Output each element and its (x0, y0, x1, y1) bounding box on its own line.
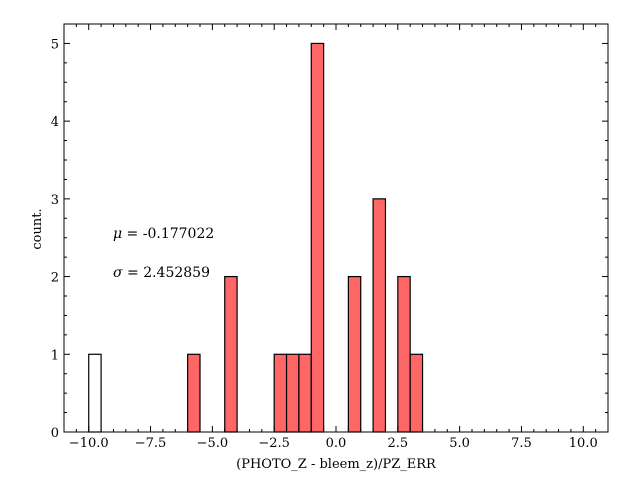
sigma-annotation: σ = 2.452859 (113, 265, 210, 281)
histogram-bar (285, 353, 300, 433)
y-tick-label: 4 (51, 115, 59, 130)
histogram-bar (310, 42, 325, 433)
histogram-bars (88, 42, 424, 433)
x-tick-label: −10.0 (69, 436, 109, 451)
y-tick-label: 2 (51, 271, 59, 286)
y-tick-label: 3 (51, 193, 59, 208)
sigma-symbol: σ (113, 265, 123, 281)
histogram-bar (273, 353, 288, 433)
histogram-bar (397, 275, 411, 433)
histogram-bar (347, 275, 362, 433)
y-tick-label: 1 (51, 348, 59, 363)
plot-frame (63, 23, 609, 433)
sigma-value: = 2.452859 (123, 265, 210, 281)
mu-value: = -0.177022 (122, 226, 214, 242)
x-tick-label: 0.0 (326, 436, 347, 451)
histogram-bar (298, 353, 312, 433)
x-tick-label: −5.0 (197, 436, 229, 451)
mean-annotation: μ = -0.177022 (113, 226, 214, 242)
x-tick-labels: −10.0 −7.5 −5.0 −2.5 0.0 2.5 5.0 7.5 10.0 (69, 436, 598, 451)
x-tick-label: 10.0 (569, 436, 598, 451)
histogram-bar (409, 353, 424, 433)
histogram-bar (88, 353, 102, 433)
histogram-bar (372, 198, 387, 433)
x-tick-label: −7.5 (135, 436, 167, 451)
x-axis-label: (PHOTO_Z - bleem_z)/PZ_ERR (236, 457, 437, 472)
y-tick-labels: 0 1 2 3 4 5 (51, 37, 59, 441)
x-tick-label: −2.5 (258, 436, 290, 451)
y-tick-label: 5 (51, 37, 59, 52)
x-tick-label: 5.0 (449, 436, 470, 451)
x-tick-label: 2.5 (387, 436, 408, 451)
mu-symbol: μ (113, 226, 122, 242)
y-axis-label: count. (30, 208, 45, 249)
x-tick-label: 7.5 (511, 436, 532, 451)
histogram-bar (224, 275, 238, 433)
histogram-bar (187, 353, 201, 433)
y-tick-label: 0 (51, 426, 59, 441)
